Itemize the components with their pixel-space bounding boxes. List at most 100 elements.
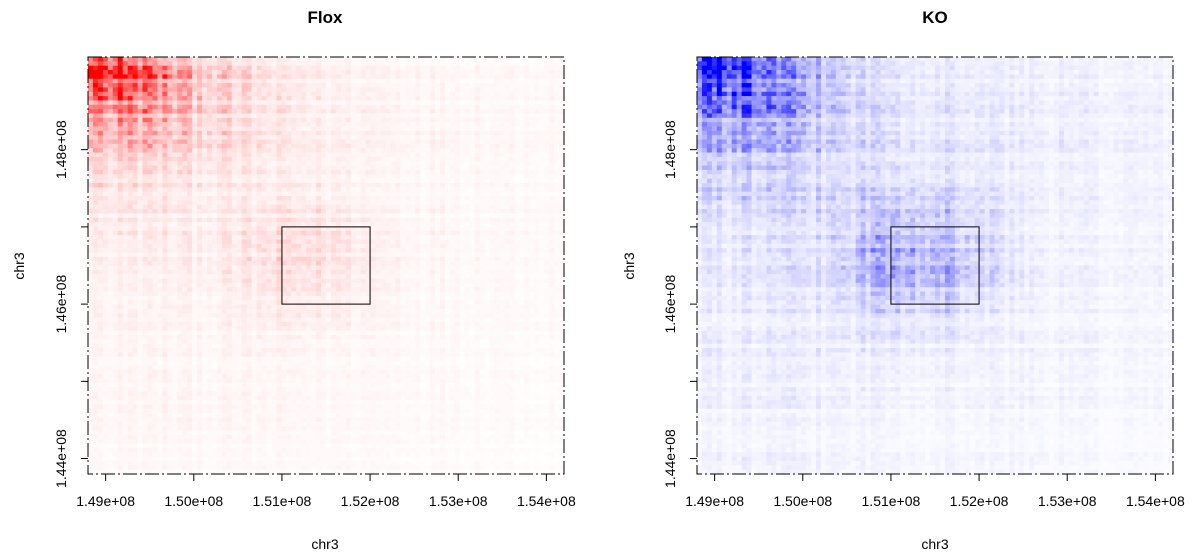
heatmap-cell (549, 261, 554, 266)
heatmap-cell (346, 209, 351, 214)
heatmap-cell (98, 87, 103, 92)
heatmap-cell (381, 113, 386, 118)
heatmap-cell (495, 166, 500, 171)
heatmap-cell (331, 131, 336, 136)
heatmap-cell (500, 109, 505, 114)
heatmap-cell (435, 140, 440, 145)
heatmap-cell (400, 179, 405, 184)
heatmap-cell (534, 113, 539, 118)
heatmap-cell (509, 140, 514, 145)
heatmap-cell (390, 166, 395, 171)
heatmap-cell (534, 105, 539, 110)
heatmap-cell (381, 131, 386, 136)
heatmap-cell (440, 100, 445, 105)
heatmap-cell (346, 274, 351, 279)
heatmap-cell (306, 113, 311, 118)
heatmap-cell (316, 279, 321, 284)
heatmap-cell (430, 244, 435, 249)
heatmap-cell (212, 226, 217, 231)
heatmap-cell (157, 261, 162, 266)
heatmap-cell (465, 213, 470, 218)
heatmap-cell (123, 174, 128, 179)
heatmap-cell (524, 270, 529, 275)
heatmap-cell (460, 118, 465, 123)
heatmap-cell (500, 205, 505, 210)
heatmap-cell (242, 140, 247, 145)
heatmap-cell (514, 266, 519, 271)
heatmap-cell (202, 261, 207, 266)
heatmap-cell (93, 239, 98, 244)
heatmap-cell (108, 257, 113, 262)
heatmap-cell (103, 61, 108, 66)
heatmap-cell (197, 161, 202, 166)
heatmap-cell (133, 213, 138, 218)
heatmap-cell (361, 192, 366, 197)
heatmap-cell (118, 157, 123, 162)
heatmap-cell (202, 118, 207, 123)
heatmap-cell (217, 87, 222, 92)
heatmap-cell (103, 200, 108, 205)
heatmap-cell (88, 218, 93, 223)
heatmap-cell (341, 79, 346, 84)
heatmap-cell (395, 74, 400, 79)
heatmap-cell (485, 61, 490, 66)
heatmap-cell (554, 205, 559, 210)
heatmap-cell (326, 196, 331, 201)
heatmap-cell (172, 196, 177, 201)
heatmap-cell (237, 66, 242, 71)
heatmap-cell (509, 92, 514, 97)
heatmap-cell (430, 109, 435, 114)
heatmap-cell (376, 87, 381, 92)
heatmap-cell (336, 113, 341, 118)
heatmap-cell (252, 174, 257, 179)
heatmap-cell (376, 140, 381, 145)
heatmap-cell (217, 252, 222, 257)
heatmap-cell (252, 226, 257, 231)
heatmap-cell (371, 131, 376, 136)
heatmap-cell (152, 270, 157, 275)
heatmap-cell (167, 226, 172, 231)
heatmap-cell (133, 83, 138, 88)
heatmap-cell (500, 74, 505, 79)
heatmap-cell (257, 118, 262, 123)
heatmap-cell (108, 213, 113, 218)
heatmap-cell (222, 218, 227, 223)
heatmap-cell (212, 70, 217, 75)
heatmap-cell (162, 187, 167, 192)
heatmap-cell (455, 70, 460, 75)
heatmap-cell (257, 279, 262, 284)
heatmap-cell (326, 270, 331, 275)
heatmap-cell (381, 153, 386, 158)
heatmap-cell (514, 57, 519, 62)
heatmap-cell (455, 61, 460, 66)
heatmap-cell (291, 105, 296, 110)
heatmap-cell (455, 57, 460, 62)
heatmap-cell (152, 157, 157, 162)
heatmap-cell (376, 205, 381, 210)
heatmap-cell (500, 192, 505, 197)
heatmap-cell (534, 235, 539, 240)
heatmap-cell (455, 179, 460, 184)
heatmap-cell (460, 279, 465, 284)
heatmap-cell (351, 83, 356, 88)
heatmap-cell (376, 179, 381, 184)
heatmap-cell (435, 113, 440, 118)
heatmap-cell (386, 100, 391, 105)
heatmap-cell (286, 257, 291, 262)
heatmap-cell (128, 279, 133, 284)
heatmap-cell (554, 57, 559, 62)
heatmap-cell (376, 200, 381, 205)
heatmap-cell (291, 66, 296, 71)
heatmap-cell (291, 187, 296, 192)
heatmap-cell (227, 239, 232, 244)
heatmap-cell (257, 213, 262, 218)
heatmap-cell (207, 192, 212, 197)
heatmap-cell (157, 244, 162, 249)
heatmap-cell (301, 70, 306, 75)
heatmap-cell (554, 196, 559, 201)
heatmap-cell (485, 140, 490, 145)
heatmap-cell (172, 274, 177, 279)
heatmap-cell (152, 144, 157, 149)
heatmap-cell (420, 235, 425, 240)
heatmap-cell (485, 222, 490, 227)
